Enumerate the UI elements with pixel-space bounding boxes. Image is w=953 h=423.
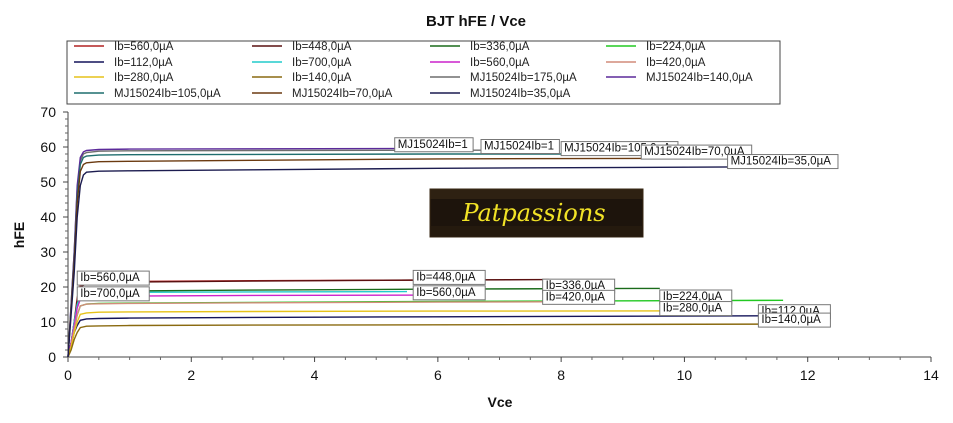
legend-entry: MJ15024Ib=140,0µA: [646, 72, 753, 84]
curve-tag-box: [542, 289, 616, 305]
curve-tag-box: [757, 312, 831, 328]
curve-tag-box: [76, 286, 150, 302]
x-tick-label: 2: [187, 367, 195, 383]
x-tick-label: 0: [64, 367, 72, 383]
y-tick-label: 30: [40, 244, 56, 260]
y-tick-label: 40: [40, 209, 56, 225]
curve-tag: Ib=224,0µA: [663, 291, 723, 303]
curve-tag-box: [727, 154, 839, 170]
legend-entry: Ib=448,0µA: [292, 41, 352, 53]
legend-entry: Ib=560,0µA: [470, 57, 530, 69]
series-line: [67, 310, 722, 358]
x-tick-label: 12: [800, 367, 816, 383]
curve-tag-box: [659, 301, 733, 317]
y-tick-label: 50: [40, 174, 56, 190]
curve-tag-box: [394, 137, 474, 153]
legend-entry: Ib=112,0µA: [114, 57, 173, 69]
curve-tag: Ib=448,0µA: [416, 271, 476, 283]
legend-entry: MJ15024Ib=175,0µA: [470, 72, 577, 84]
curve-tag: Ib=560,0µA: [416, 287, 476, 299]
legend-entry: Ib=140,0µA: [292, 72, 352, 84]
x-tick-label: 14: [923, 367, 939, 383]
y-tick-label: 70: [40, 104, 56, 120]
legend-entry: Ib=700,0µA: [292, 57, 352, 69]
watermark: Patpassions: [429, 188, 644, 238]
curve-tag-box: [76, 270, 150, 286]
curve-tag: MJ15024Ib=1: [484, 141, 554, 153]
legend-entry: MJ15024Ib=35,0µA: [470, 88, 571, 100]
curve-tag: MJ15024Ib=1: [398, 139, 468, 151]
x-axis-label: Vce: [488, 394, 513, 410]
curve-tag: Ib=700,0µA: [80, 288, 140, 300]
y-axis-label: hFE: [11, 222, 27, 248]
legend-entry: Ib=420,0µA: [646, 57, 706, 69]
curve-tag-box: [412, 269, 486, 285]
series-line: [67, 315, 808, 358]
curve-tag-box: [640, 144, 753, 160]
legend-entry: Ib=224,0µA: [646, 41, 706, 53]
curve-tag: MJ15024Ib=70,0µA: [644, 146, 745, 158]
curve-tag: Ib=280,0µA: [663, 303, 723, 315]
x-tick-label: 4: [311, 367, 319, 383]
legend-entry: MJ15024Ib=105,0µA: [114, 88, 221, 100]
curve-tag: Ib=140,0µA: [761, 314, 821, 326]
watermark-text: Patpassions: [461, 199, 605, 227]
y-tick-label: 10: [40, 314, 56, 330]
x-tick-label: 6: [434, 367, 442, 383]
curve-tag: Ib=420,0µA: [546, 291, 606, 303]
y-tick-label: 60: [40, 139, 56, 155]
chart-title: BJT hFE / Vce: [426, 13, 526, 30]
curve-tag: Ib=336,0µA: [546, 280, 606, 292]
curve-tag-box: [480, 139, 560, 154]
legend-frame: [66, 40, 781, 105]
legend-entry: Ib=336,0µA: [470, 41, 530, 53]
series-line: [67, 165, 808, 358]
legend: Ib=560,0µA Ib=112,0µA Ib=280,0µA MJ15024Ib=…: [66, 40, 781, 105]
series-line: [67, 301, 586, 358]
legend-entry: MJ15024Ib=70,0µA: [292, 88, 393, 100]
legend-entry: Ib=280,0µA: [114, 72, 174, 84]
y-tick-label: 0: [48, 349, 56, 365]
y-tick-label: 20: [40, 279, 56, 295]
curve-tag: MJ15024Ib=35,0µA: [731, 156, 832, 168]
series-line: [67, 153, 636, 358]
x-tick-label: 10: [677, 367, 693, 383]
series-line: [67, 323, 771, 358]
plot-area: 0 2 4 6 8 10 12 14 0 10 20 30 40 50 60 70 MJ15024Ib=1 MJ…: [40, 104, 939, 383]
series-line: [67, 157, 722, 358]
x-tick-label: 8: [557, 367, 565, 383]
legend-entry: Ib=560,0µA: [114, 41, 174, 53]
curve-tag: Ib=560,0µA: [80, 272, 140, 284]
curve-tag-box: [412, 285, 486, 301]
